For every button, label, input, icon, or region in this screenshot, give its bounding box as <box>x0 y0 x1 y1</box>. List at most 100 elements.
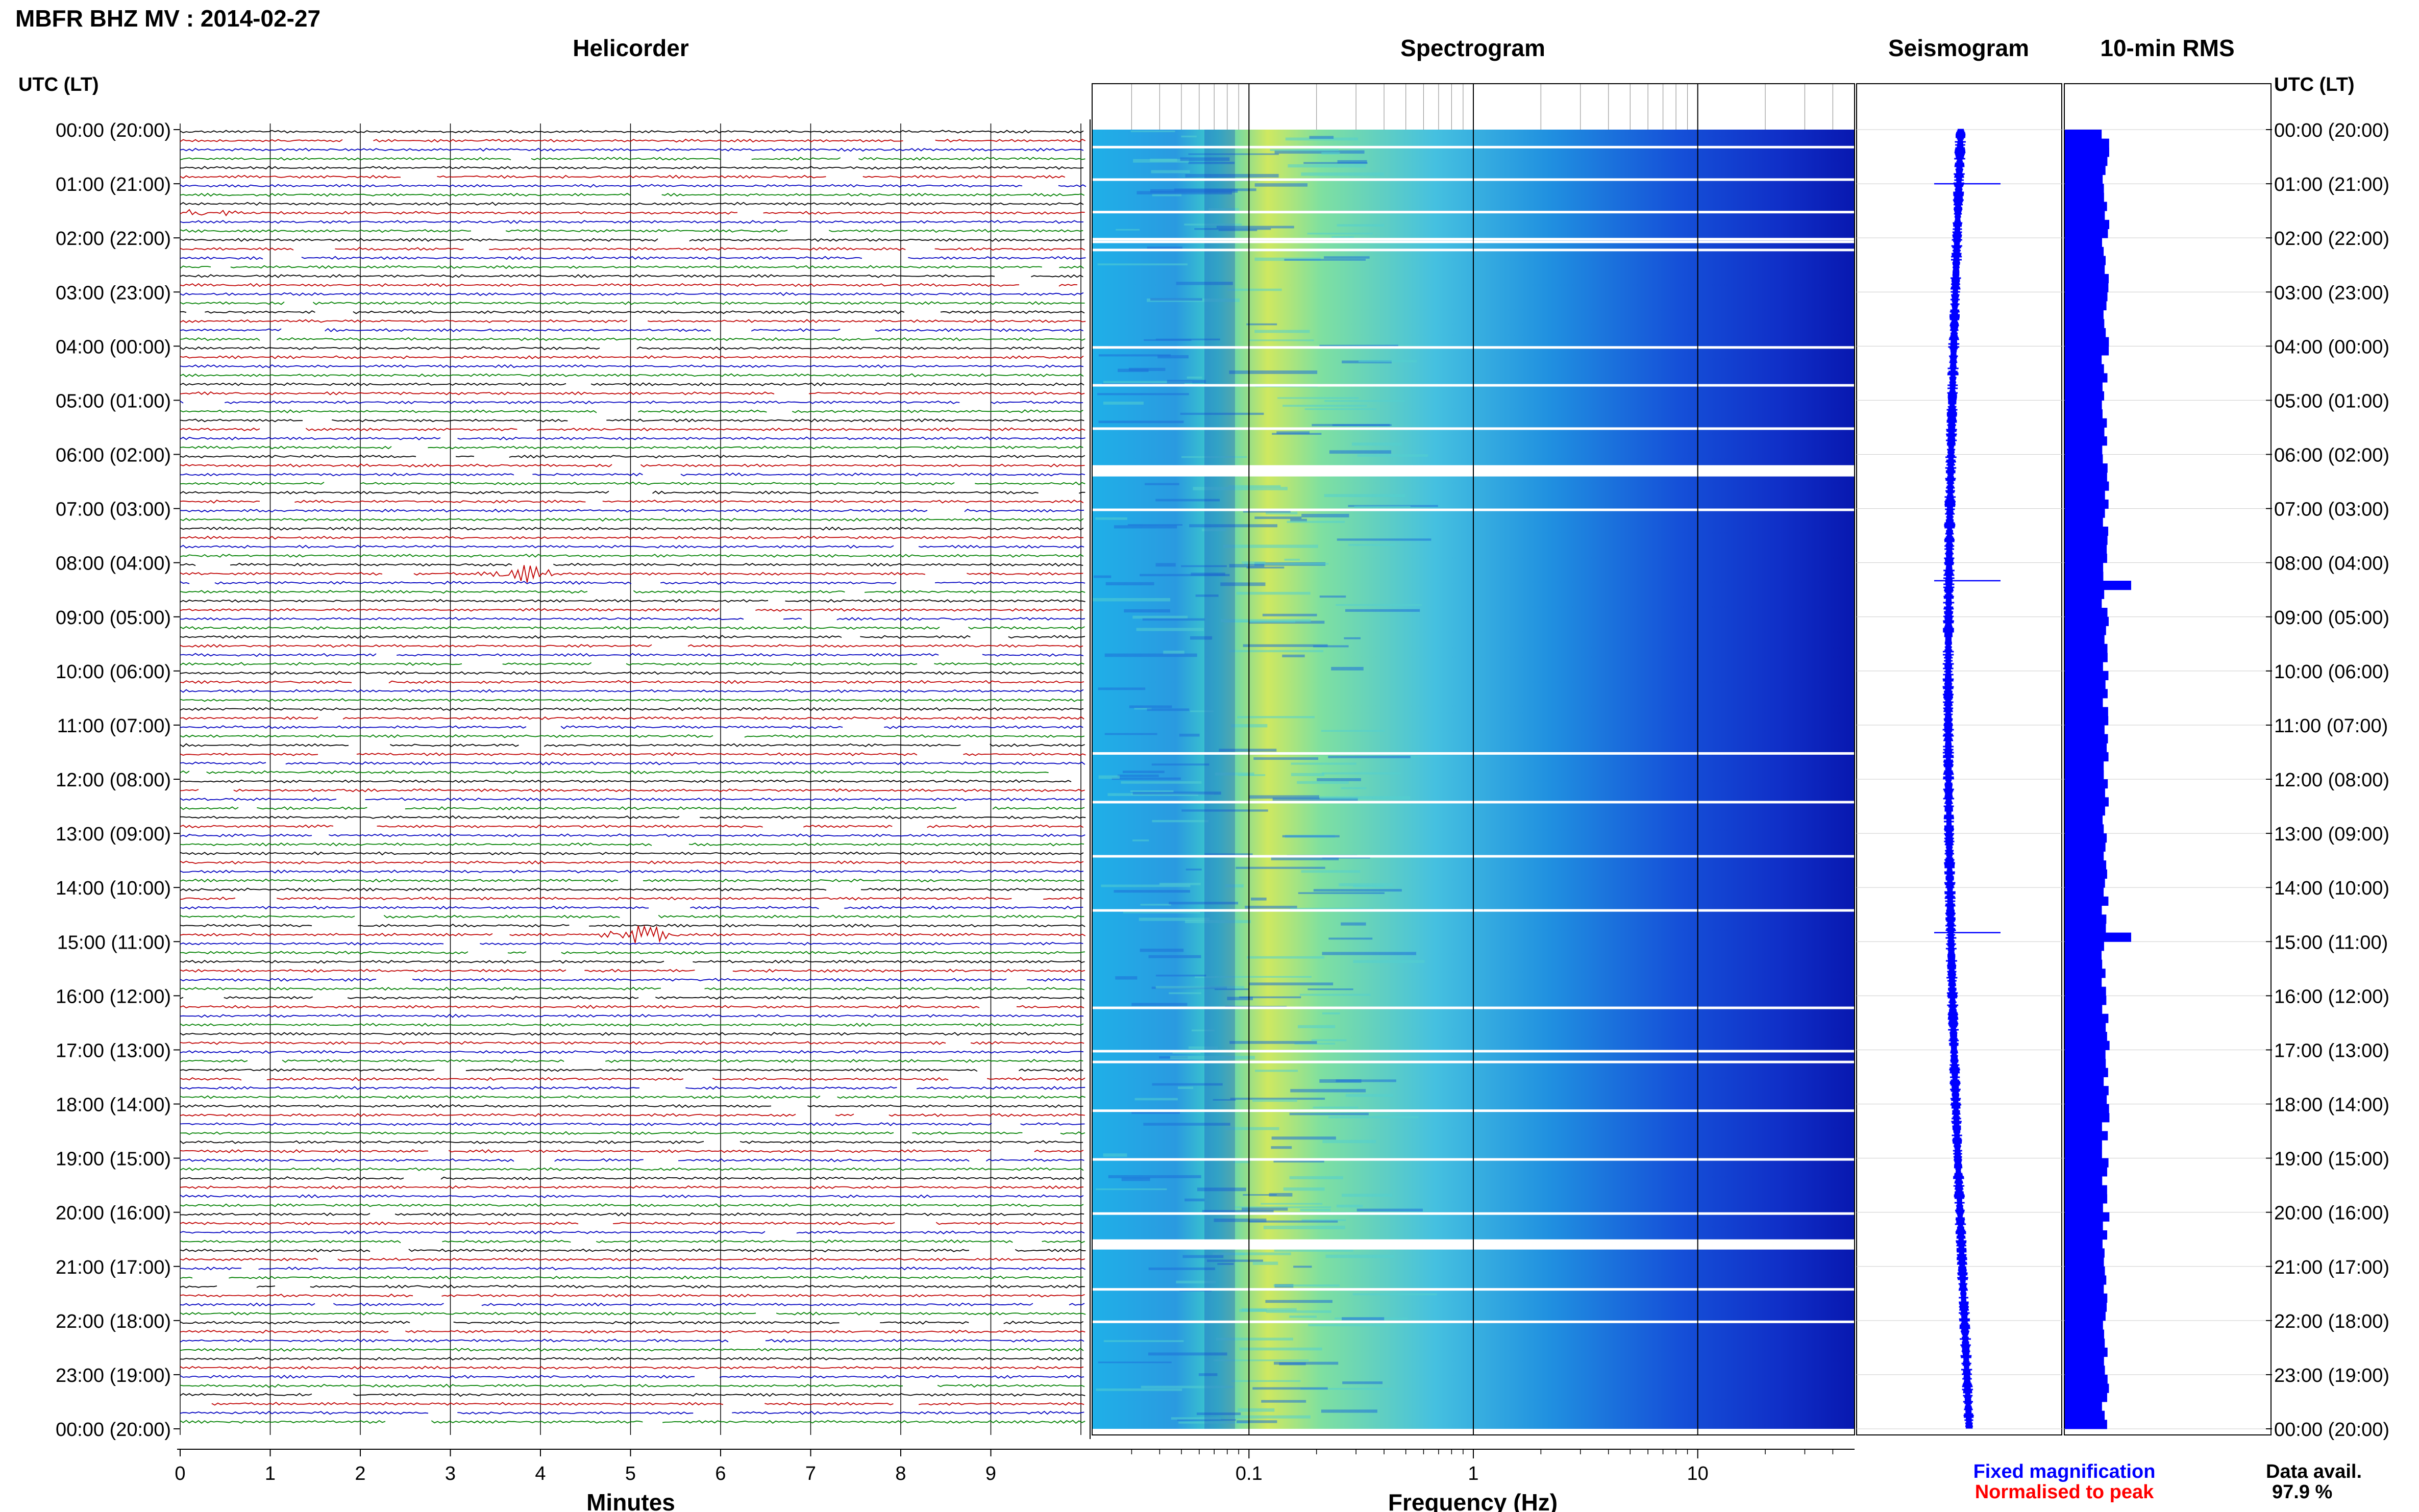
rms-bar <box>2065 219 2110 229</box>
helicorder-trace <box>180 626 1085 630</box>
time-tick-label-left: 01:00 (21:00) <box>56 174 171 195</box>
rms-bar <box>2065 589 2105 599</box>
spectrogram-streak <box>1336 1204 1363 1208</box>
minute-tick-label: 9 <box>985 1463 996 1484</box>
rms-bar <box>2065 562 2104 572</box>
spectrogram-streak <box>1129 705 1172 708</box>
spectrogram-streak <box>1263 1225 1345 1229</box>
spectrogram-streak <box>1254 183 1308 187</box>
helicorder-trace <box>180 734 1085 738</box>
helicorder-trace <box>180 1113 1085 1118</box>
spectrogram-streak <box>1297 781 1349 784</box>
helicorder-trace <box>180 130 1084 134</box>
time-tick-label-right: 20:00 (16:00) <box>2274 1203 2389 1224</box>
time-tick-label-left: 07:00 (03:00) <box>56 499 171 520</box>
spectrogram-streak <box>1324 494 1405 498</box>
spectrogram-streak <box>1354 505 1411 508</box>
spectrogram-streak <box>1151 763 1210 766</box>
helicorder-trace <box>180 698 1084 702</box>
rms-bar <box>2065 202 2107 211</box>
rms-bar <box>2065 184 2104 193</box>
spectrogram-streak <box>1181 456 1247 458</box>
rms-bar <box>2065 1239 2103 1249</box>
spectrogram-streak <box>1238 1408 1275 1412</box>
helicorder-trace <box>180 454 1085 459</box>
helicorder-trace <box>180 445 1083 450</box>
rms-bar <box>2065 1374 2108 1384</box>
spectrogram-streak <box>1322 952 1417 955</box>
rms-bar <box>2065 572 2104 581</box>
spectrogram-streak <box>1246 323 1277 326</box>
spectrogram-streak <box>1337 160 1367 164</box>
seismogram-trace <box>1942 129 1974 1429</box>
spectrogram-streak <box>1291 773 1325 776</box>
rms-bar <box>2065 1176 2103 1186</box>
rms-bar <box>2065 779 2108 789</box>
spectrogram-streak <box>1194 228 1271 230</box>
rms-bar <box>2065 1050 2106 1059</box>
minute-tick-label: 0 <box>175 1463 185 1484</box>
helicorder-trace <box>180 565 1083 583</box>
spectrogram-streak <box>1308 1324 1387 1327</box>
rms-bar <box>2065 1401 2102 1411</box>
helicorder-trace <box>180 157 1085 161</box>
spectrogram-streak <box>1279 1362 1306 1366</box>
seismogram-title: Seismogram <box>1888 35 2029 61</box>
time-tick-label-right: 09:00 (05:00) <box>2274 607 2389 629</box>
spectrogram-streak <box>1282 835 1340 837</box>
spectrogram-streak <box>1324 400 1405 402</box>
time-tick-label-left: 10:00 (06:00) <box>56 661 171 683</box>
spectrogram-streak <box>1303 162 1368 164</box>
spectrogram-streak <box>1163 651 1184 654</box>
station-title: MBFR BHZ MV : 2014-02-27 <box>15 5 320 32</box>
minute-tick-label: 6 <box>715 1463 726 1484</box>
helicorder-trace <box>180 238 1085 242</box>
spectrogram-streak <box>1121 781 1202 784</box>
spectrogram-streak <box>1155 986 1244 989</box>
rms-bar <box>2065 761 2104 771</box>
spectrogram-streak <box>1185 920 1251 924</box>
helicorder-trace <box>180 1375 1084 1379</box>
spectrogram-streak <box>1191 1029 1215 1032</box>
spectrogram-streak <box>1341 787 1367 789</box>
time-tick-label-left: 03:00 (23:00) <box>56 282 171 304</box>
rms-bar <box>2065 454 2103 464</box>
minute-tick-label: 5 <box>625 1463 636 1484</box>
spectrogram-streak <box>1336 1079 1396 1082</box>
spectrogram-streak <box>1266 511 1298 515</box>
helicorder-trace <box>180 346 1084 351</box>
spectrogram-streak <box>1185 173 1279 178</box>
rms-bar <box>2065 1059 2106 1069</box>
spectrogram-streak <box>1233 1160 1250 1163</box>
spectrogram-streak <box>1124 609 1170 613</box>
rms-bar <box>2065 797 2109 807</box>
minute-tick-label: 2 <box>355 1463 365 1484</box>
helicorder-trace <box>180 969 1085 973</box>
time-tick-label-left: 20:00 (16:00) <box>56 1203 171 1224</box>
spectrogram-streak <box>1324 256 1370 259</box>
helicorder-trace <box>180 653 1084 657</box>
rms-bar <box>2065 689 2108 699</box>
time-tick-label-right: 00:00 (20:00) <box>2274 120 2389 141</box>
helicorder-trace <box>180 283 1078 287</box>
spectrogram-streak <box>1140 574 1230 577</box>
helicorder-trace <box>180 472 1085 477</box>
rms-bar <box>2065 878 2105 888</box>
spectrogram-streak <box>1225 1127 1279 1130</box>
spectrogram-streak <box>1144 339 1192 341</box>
spectrogram-streak <box>1313 1106 1359 1109</box>
time-axes: 00:00 (20:00) 00:00 (20:00) 01:00 (21:00) 0… <box>56 120 2389 1441</box>
helicorder-trace <box>180 833 1085 837</box>
spectrogram-streak <box>1291 762 1356 765</box>
spectrogram-streak <box>1123 910 1200 913</box>
spectrogram-streak <box>1353 960 1425 963</box>
helicorder-trace <box>180 192 1085 197</box>
helicorder-trace <box>180 427 1085 432</box>
helicorder-trace <box>180 1158 1084 1162</box>
rms-bar <box>2065 499 2109 509</box>
spectrogram-streak <box>1276 431 1310 434</box>
frequency-tick-label: 0.1 <box>1236 1463 1263 1484</box>
rms-bar <box>2065 977 2102 987</box>
spectrogram-streak <box>1274 150 1365 154</box>
spectrogram-streak <box>1239 1347 1322 1351</box>
